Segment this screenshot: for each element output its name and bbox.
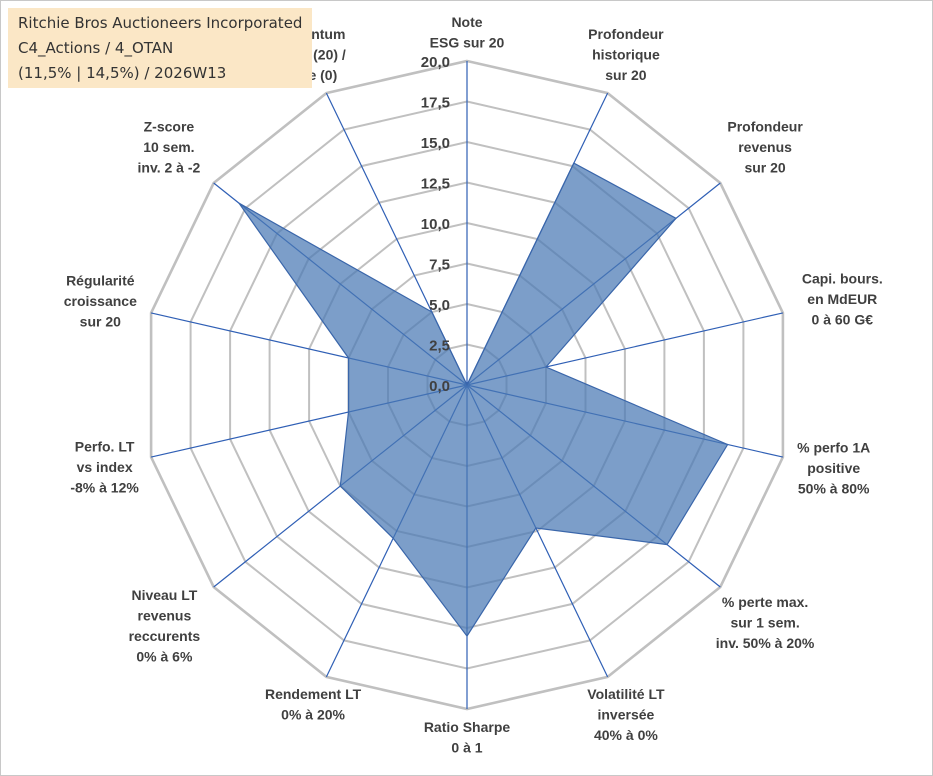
title-category: C4_Actions / 4_OTAN [18, 39, 174, 57]
axis-label-line: sur 1 sem. [730, 614, 799, 630]
axis-label: Z-score 10 sem. inv. 2 à -2 [138, 118, 201, 175]
radar-series [238, 162, 729, 638]
tick-label: 0,0 [429, 378, 450, 395]
axis-label-line: sur 20 [744, 159, 785, 175]
axis-label: Niveau LT revenus reccurents 0% à 6% [129, 587, 201, 665]
axis-label-line: Perfo. LT [75, 439, 135, 455]
axis-label-line: positive [807, 460, 860, 476]
axis-label-line: 40% à 0% [594, 727, 658, 743]
axis-label: Régularité croissance sur 20 [64, 272, 137, 329]
axis-label-line: 0% à 6% [136, 649, 193, 665]
title-company: Ritchie Bros Auctioneers Incorporated [18, 14, 303, 32]
axis-label: Perfo. LT vs index -8% à 12% [70, 439, 139, 496]
axis-label: Ratio Sharpe 0 à 1 [424, 719, 511, 756]
axis-label-line: 0% à 20% [281, 706, 345, 722]
axis-label-line: inversée [597, 706, 654, 722]
axis-label: Note ESG sur 20 [430, 14, 505, 51]
tick-label: 17,5 [421, 95, 450, 112]
axis-label-line: inv. 50% à 20% [716, 635, 815, 651]
axis-label-line: Capi. bours. [802, 270, 883, 286]
axis-label-line: revenus [738, 139, 792, 155]
axis-label-line: inv. 2 à -2 [138, 159, 201, 175]
radar-axis-labels: Note ESG sur 20 Profondeur historique sur 20… [64, 14, 883, 756]
axis-label-line: Rendement LT [265, 686, 362, 702]
axis-label-line: 0 à 1 [451, 739, 482, 755]
axis-label: Profondeur revenus sur 20 [727, 118, 803, 175]
axis-label-line: ESG sur 20 [430, 34, 505, 50]
axis-label-line: Profondeur [588, 26, 664, 42]
axis-label-line: 0 à 60 G€ [812, 311, 874, 327]
axis-label: Capi. bours. en MdEUR 0 à 60 G€ [802, 270, 883, 327]
axis-label-line: Note [451, 14, 482, 30]
axis-label: Profondeur historique sur 20 [588, 26, 664, 83]
tick-label: 10,0 [421, 216, 450, 233]
tick-label: 15,0 [421, 135, 450, 152]
axis-label-line: en MdEUR [807, 291, 877, 307]
axis-label-line: Régularité [66, 272, 135, 288]
axis-label-line: Volatilité LT [587, 686, 665, 702]
tick-label: 20,0 [421, 54, 450, 71]
axis-label-line: sur 20 [605, 67, 646, 83]
axis-label-line: Niveau LT [131, 587, 197, 603]
title-params: (11,5% | 14,5%) / 2026W13 [18, 64, 227, 82]
axis-label-line: Z-score [144, 118, 195, 134]
axis-label: % perfo 1A positive 50% à 80% [797, 440, 870, 497]
axis-label: % perte max. sur 1 sem. inv. 50% à 20% [716, 594, 815, 651]
axis-label: Volatilité LT inversée 40% à 0% [587, 686, 665, 743]
axis-label-line: croissance [64, 293, 137, 309]
axis-label-line: 10 sem. [143, 139, 194, 155]
axis-label-line: Ratio Sharpe [424, 719, 511, 735]
axis-label-line: reccurents [129, 628, 201, 644]
title-box: Ritchie Bros Auctioneers Incorporated C4… [8, 8, 312, 88]
axis-label-line: vs index [77, 459, 133, 475]
axis-label-line: historique [592, 47, 660, 63]
series-area [238, 162, 729, 638]
axis-label-line: % perfo 1A [797, 440, 870, 456]
axis-label-line: % perte max. [722, 594, 808, 610]
axis-label: Rendement LT 0% à 20% [265, 686, 362, 723]
tick-label: 2,5 [429, 338, 450, 355]
axis-label-line: Profondeur [727, 118, 803, 134]
axis-label-line: sur 20 [80, 313, 121, 329]
axis-label-line: -8% à 12% [70, 480, 139, 496]
tick-label: 12,5 [421, 176, 450, 193]
tick-label: 7,5 [429, 257, 450, 274]
axis-label-line: revenus [138, 608, 192, 624]
radar-tick-labels: 0,0 2,5 5,0 7,5 10,0 12,5 15,0 17,5 20,0 [421, 54, 450, 395]
tick-label: 5,0 [429, 297, 450, 314]
axis-label-line: 50% à 80% [798, 481, 870, 497]
